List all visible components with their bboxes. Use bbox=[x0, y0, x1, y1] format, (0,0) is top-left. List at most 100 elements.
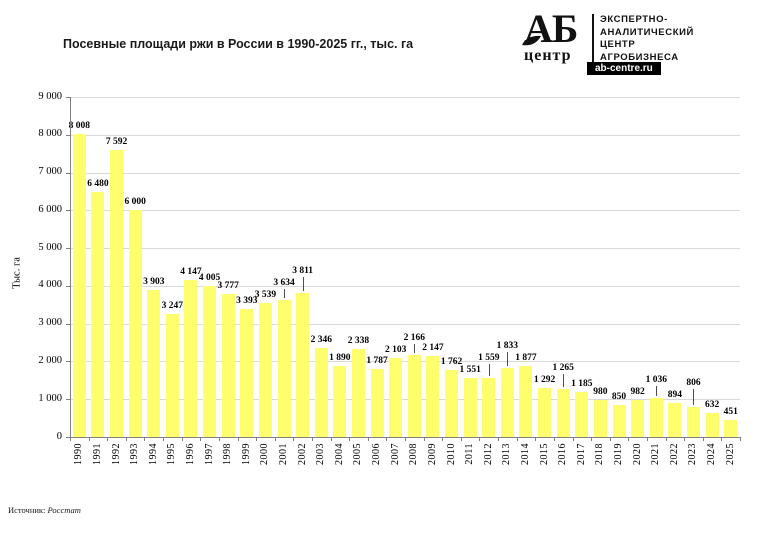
bar-value-label: 1 036 bbox=[645, 374, 667, 385]
bar-value-label: 2 166 bbox=[403, 332, 425, 343]
x-axis-year-label: 1991 bbox=[91, 443, 103, 465]
x-axis-year-label: 2012 bbox=[482, 443, 494, 465]
x-axis-tick bbox=[721, 437, 723, 441]
bar-value-label: 2 103 bbox=[385, 344, 407, 355]
x-axis-tick bbox=[367, 437, 369, 441]
bar-value-label: 3 539 bbox=[254, 290, 277, 301]
bar-value-label: 1 292 bbox=[533, 375, 556, 386]
x-axis-year-label: 2006 bbox=[371, 443, 383, 465]
x-axis-tick bbox=[684, 437, 686, 441]
bar-value-label: 980 bbox=[593, 386, 608, 397]
bar-2008 bbox=[407, 355, 421, 437]
y-axis-tick bbox=[66, 285, 70, 287]
logo-tagline-line: ЦЕНТР bbox=[600, 39, 636, 51]
bar-value-label: 451 bbox=[723, 406, 738, 417]
bar-2000 bbox=[258, 303, 272, 437]
x-axis-year-label: 2011 bbox=[464, 443, 476, 465]
y-gridline bbox=[70, 323, 740, 325]
x-axis-tick bbox=[740, 437, 741, 441]
bar-value-label: 850 bbox=[611, 391, 627, 402]
x-axis-tick bbox=[256, 437, 258, 441]
logo-monogram: АБ центр bbox=[522, 9, 588, 65]
y-gridline bbox=[70, 210, 740, 212]
x-axis-year-label: 2009 bbox=[426, 443, 438, 465]
bar-2019 bbox=[612, 404, 626, 437]
x-axis-tick bbox=[349, 437, 351, 441]
x-axis-year-label: 1993 bbox=[129, 443, 141, 465]
x-axis-year-label: 2022 bbox=[668, 443, 680, 465]
y-gridline bbox=[70, 248, 740, 250]
label-leader-line bbox=[656, 385, 658, 396]
x-axis-tick bbox=[107, 437, 109, 441]
bar-2011 bbox=[463, 378, 477, 437]
bar-2010 bbox=[445, 370, 459, 437]
bar-value-label: 632 bbox=[704, 400, 720, 411]
label-leader-line bbox=[488, 364, 490, 377]
y-axis-tick-label: 9 000 bbox=[38, 90, 62, 102]
y-axis-tick bbox=[66, 134, 70, 136]
x-axis-tick bbox=[237, 437, 239, 441]
x-axis-tick bbox=[274, 437, 276, 441]
bar-2016 bbox=[556, 389, 570, 437]
x-axis-year-label: 2019 bbox=[613, 443, 625, 465]
bar-value-label: 3 777 bbox=[217, 281, 239, 292]
x-axis-tick bbox=[330, 437, 332, 441]
y-gridline bbox=[70, 97, 740, 98]
bar-value-label: 1 833 bbox=[496, 341, 519, 352]
bar-value-label: 6 480 bbox=[87, 179, 109, 190]
bar-value-label: 2 338 bbox=[347, 335, 370, 346]
bar-value-label: 8 008 bbox=[68, 121, 90, 132]
bar-2023 bbox=[686, 406, 700, 437]
bar-value-label: 7 592 bbox=[105, 137, 128, 148]
x-axis-tick bbox=[125, 437, 127, 441]
bar-2006 bbox=[370, 369, 384, 437]
bar-value-label: 1 185 bbox=[571, 379, 593, 390]
x-axis-tick bbox=[386, 437, 388, 441]
x-axis-year-label: 1996 bbox=[184, 443, 196, 465]
x-axis-year-label: 1992 bbox=[110, 443, 122, 465]
y-gridline bbox=[70, 285, 740, 287]
bar-value-label: 3 903 bbox=[143, 276, 165, 287]
y-axis-tick-label: 7 000 bbox=[38, 166, 62, 178]
bar-1990 bbox=[72, 134, 86, 437]
x-axis-tick bbox=[163, 437, 165, 441]
bar-1997 bbox=[203, 285, 217, 437]
label-leader-line bbox=[284, 289, 286, 298]
bar-value-label: 3 634 bbox=[273, 278, 295, 289]
y-axis-line bbox=[70, 97, 71, 437]
label-leader-line bbox=[563, 374, 565, 388]
bar-value-label: 6 000 bbox=[124, 197, 146, 208]
bar-value-label: 1 265 bbox=[552, 363, 574, 374]
y-axis-tick-label: 1 000 bbox=[38, 392, 62, 404]
bar-value-label: 3 811 bbox=[292, 266, 314, 277]
x-axis-tick bbox=[591, 437, 593, 441]
x-axis-tick bbox=[70, 437, 71, 441]
x-axis-tick bbox=[460, 437, 462, 441]
bar-2012 bbox=[482, 378, 496, 437]
x-axis-year-label: 2024 bbox=[706, 443, 718, 465]
bar-value-label: 3 247 bbox=[161, 301, 184, 312]
x-axis-tick bbox=[405, 437, 406, 441]
source-label: Источник: bbox=[8, 505, 46, 515]
bar-value-label: 1 551 bbox=[459, 365, 481, 376]
y-axis-tick bbox=[66, 437, 70, 438]
bar-value-label: 2 346 bbox=[310, 335, 332, 346]
x-axis-tick bbox=[311, 437, 313, 441]
x-axis-year-label: 2007 bbox=[389, 443, 401, 465]
x-axis-year-label: 1994 bbox=[147, 443, 159, 465]
x-axis-tick bbox=[442, 437, 444, 441]
bar-2021 bbox=[649, 397, 663, 437]
bar-value-label: 2 147 bbox=[422, 342, 444, 353]
y-axis-title: Тыс. га bbox=[11, 257, 23, 289]
x-axis-tick bbox=[479, 437, 481, 441]
x-axis-tick bbox=[423, 437, 425, 441]
x-axis-year-label: 1997 bbox=[203, 443, 215, 465]
x-axis-year-label: 2016 bbox=[557, 443, 569, 465]
y-axis-tick-label: 5 000 bbox=[38, 241, 62, 253]
x-axis-year-label: 2020 bbox=[631, 443, 643, 465]
x-axis-year-label: 2013 bbox=[501, 443, 513, 465]
source-note: Источник: Росстат bbox=[8, 505, 81, 515]
bar-value-label: 3 393 bbox=[236, 295, 258, 306]
